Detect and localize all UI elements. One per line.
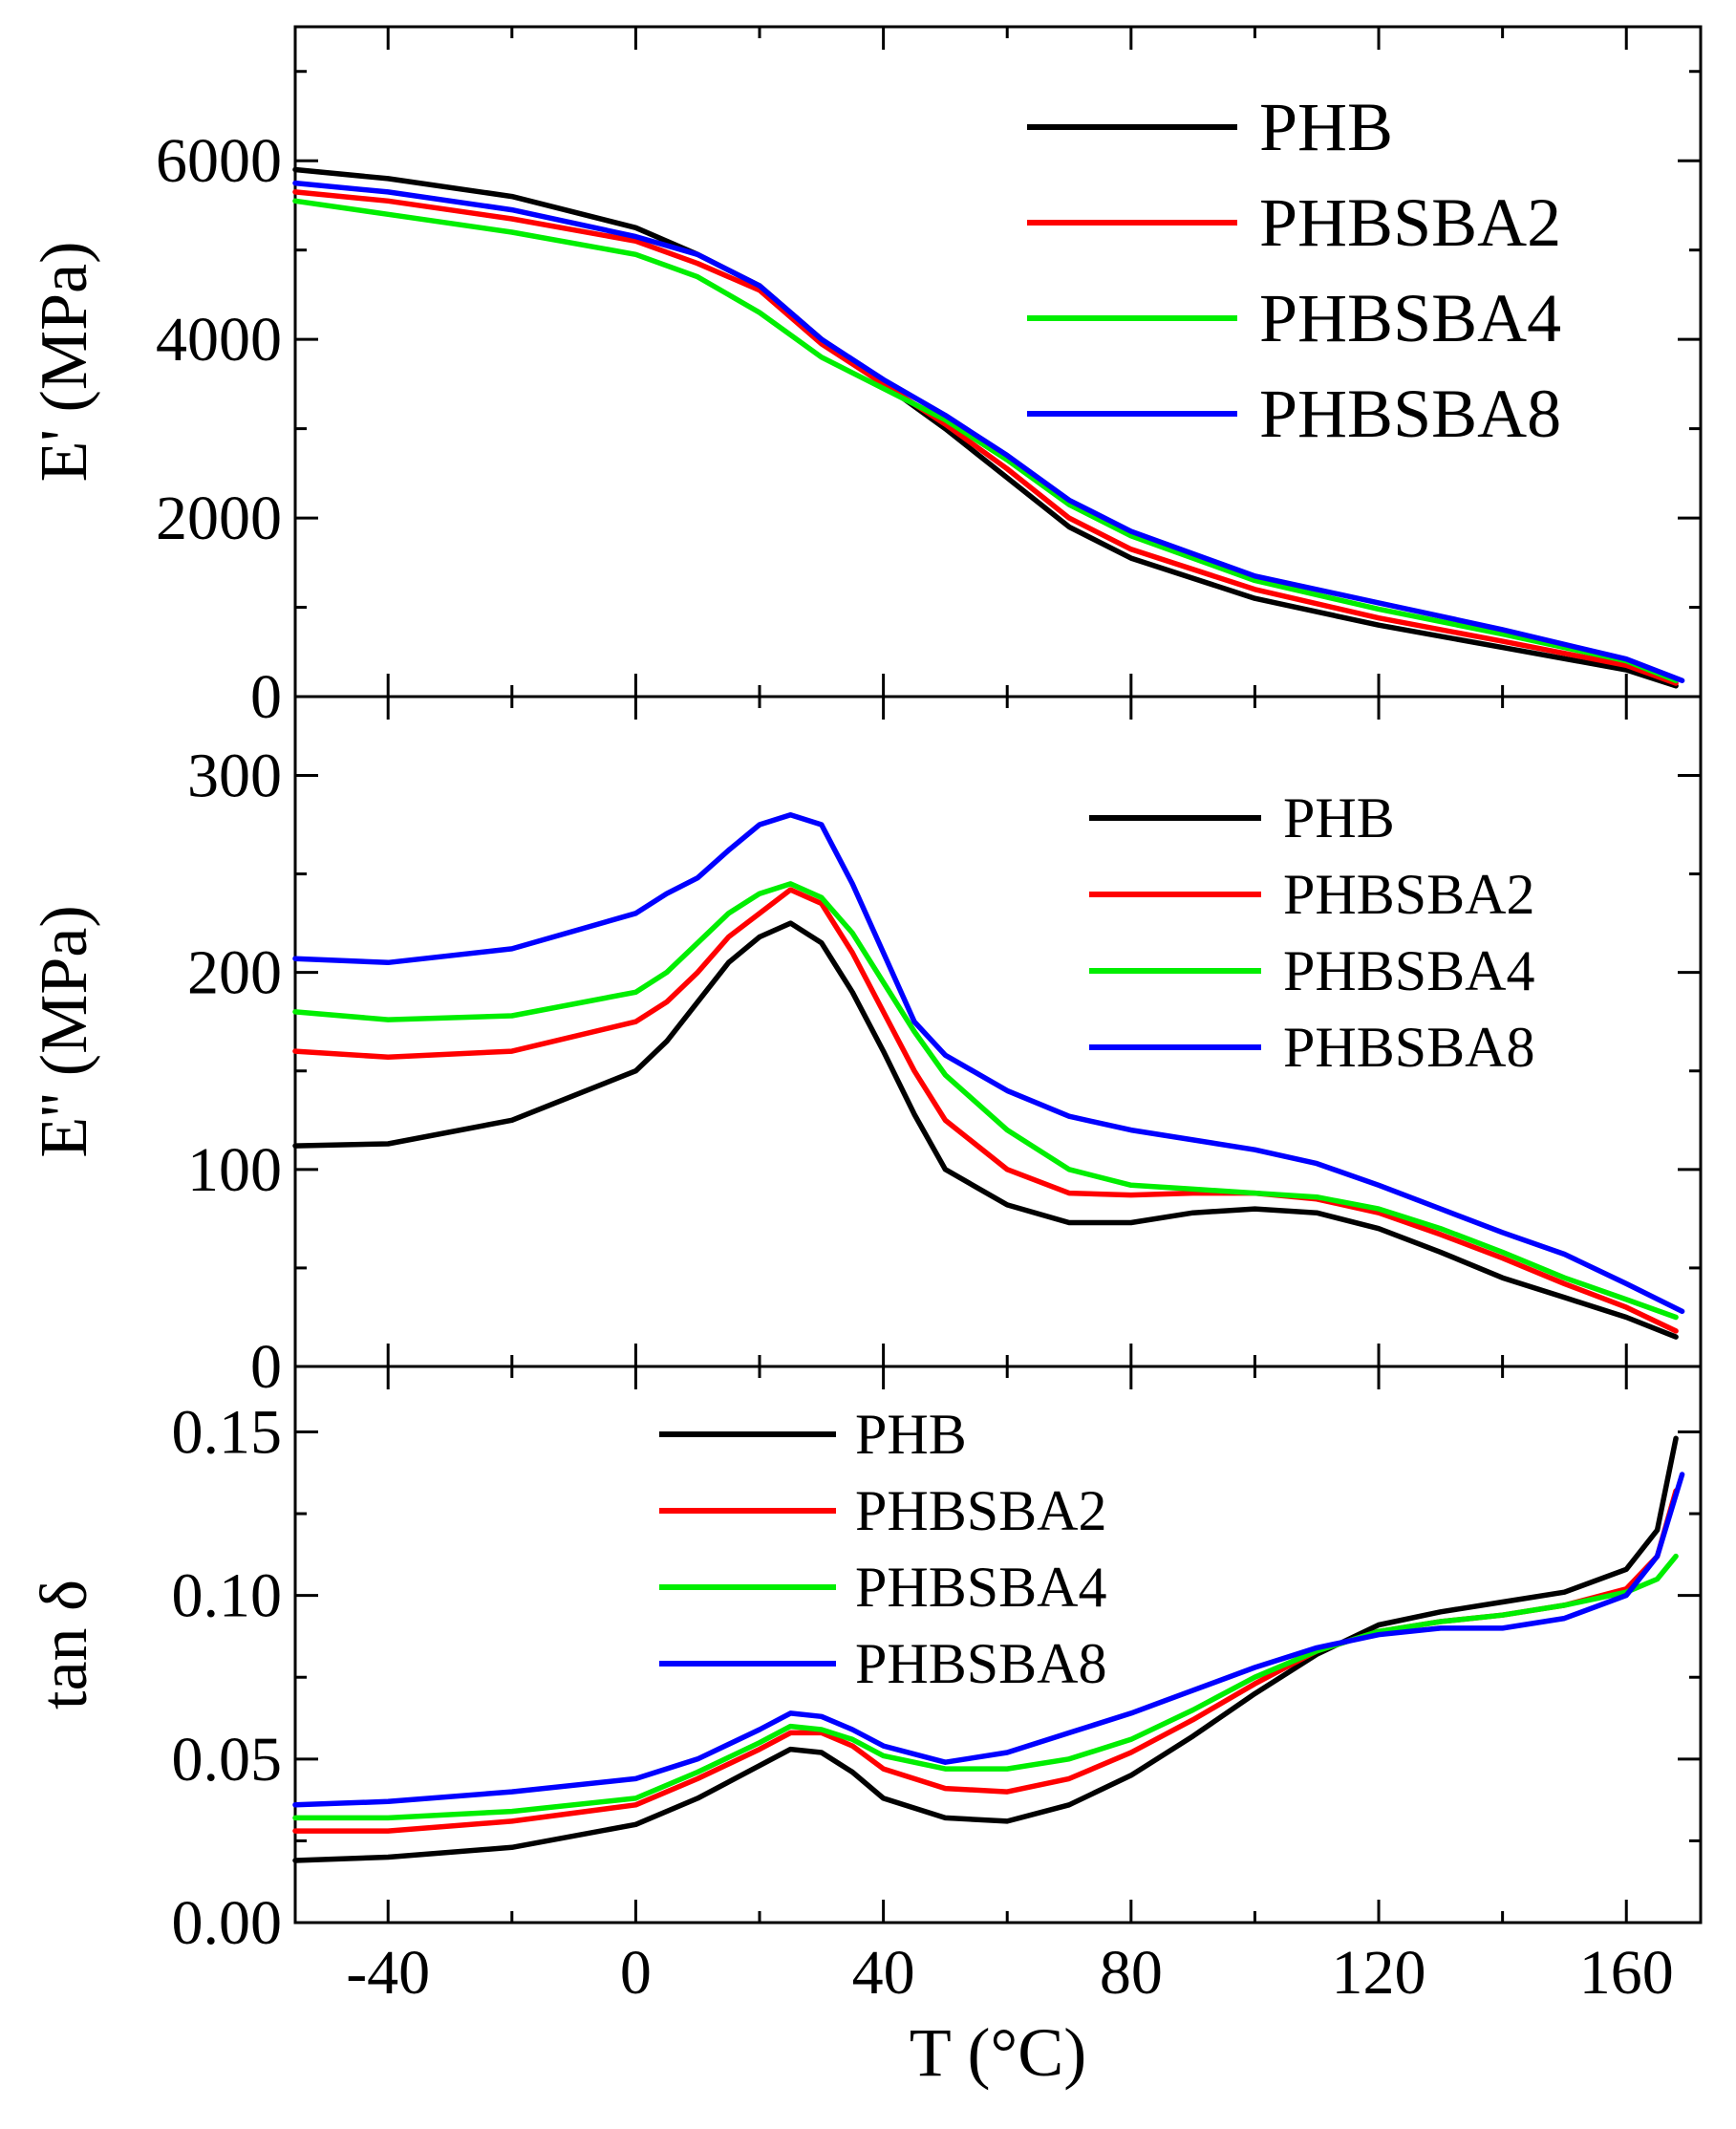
y-tick-label: 0 <box>250 1332 282 1402</box>
series-line-phbsba4 <box>292 881 1679 1321</box>
series-line-phbsba2 <box>292 189 1679 686</box>
y-axis-label: E' (MPa) <box>28 242 101 483</box>
series-line-phbsba8 <box>292 180 1685 683</box>
x-tick-label: 80 <box>1100 1938 1163 2008</box>
y-tick-label: 0.10 <box>172 1561 283 1631</box>
y-tick-label: 2000 <box>156 484 282 553</box>
legend-label-phbsba2: PHBSBA2 <box>855 1479 1106 1542</box>
y-tick-label: 200 <box>187 938 282 1008</box>
x-tick-label: 160 <box>1579 1938 1674 2008</box>
y-tick-label: 0.05 <box>172 1725 283 1795</box>
series-line-phb <box>292 166 1679 689</box>
legend: PHB PHBSBA2 PHBSBA4 PHBSBA8 <box>1089 786 1534 1079</box>
panel-2: 0 100 200 300 E'' (MPa) PHB PHBSBA2 PHBSBA4 PHBS… <box>28 695 1703 1402</box>
y-axis-label: tan δ <box>28 1580 101 1710</box>
y-tick-label: 0.15 <box>172 1397 283 1467</box>
y-tick-label: 300 <box>187 741 282 810</box>
legend: PHB PHBSBA2 PHBSBA4 PHBSBA8 <box>1027 89 1561 452</box>
legend-label-phb: PHB <box>1283 786 1395 849</box>
x-tick-label: 0 <box>620 1938 652 2008</box>
legend-label-phbsba8: PHBSBA8 <box>855 1632 1106 1695</box>
y-tick-label: 4000 <box>156 305 282 375</box>
legend-label-phbsba4: PHBSBA4 <box>1283 939 1534 1002</box>
series-line-phbsba4 <box>292 1553 1679 1821</box>
series-line-phbsba2 <box>292 887 1679 1334</box>
legend-label-phbsba8: PHBSBA8 <box>1283 1016 1534 1079</box>
legend-label-phb: PHB <box>855 1403 967 1466</box>
legend-label-phbsba2: PHBSBA2 <box>1283 863 1534 926</box>
y-tick-label: 6000 <box>156 126 282 196</box>
legend-label-phbsba4: PHBSBA4 <box>855 1556 1106 1619</box>
y-axis-label: E'' (MPa) <box>28 905 101 1157</box>
plot-frame <box>293 1365 1703 1925</box>
x-axis-label: T (°C) <box>910 2014 1086 2091</box>
series-line-phbsba8 <box>292 1472 1685 1808</box>
legend-label-phb: PHB <box>1259 89 1393 165</box>
x-tick-label: 120 <box>1332 1938 1426 2008</box>
series-line-phb <box>292 1435 1679 1863</box>
x-tick-label: -40 <box>346 1938 430 2008</box>
series-line-phbsba4 <box>292 198 1679 683</box>
panel-3: 0.00 0.05 0.10 0.15 -40 0 40 80 120 160 tan δ T (°C… <box>28 1365 1703 2091</box>
y-tick-label: 0.00 <box>172 1888 283 1958</box>
legend-label-phbsba2: PHBSBA2 <box>1259 184 1561 261</box>
y-tick-label: 100 <box>187 1135 282 1205</box>
y-tick-label: 0 <box>250 662 282 732</box>
x-tick-label: 40 <box>852 1938 915 2008</box>
series-line-phb <box>292 920 1679 1340</box>
legend-label-phbsba8: PHBSBA8 <box>1259 376 1561 452</box>
legend: PHB PHBSBA2 PHBSBA4 PHBSBA8 <box>659 1403 1106 1695</box>
legend-label-phbsba4: PHBSBA4 <box>1259 280 1561 356</box>
series-line-phbsba8 <box>292 811 1685 1315</box>
